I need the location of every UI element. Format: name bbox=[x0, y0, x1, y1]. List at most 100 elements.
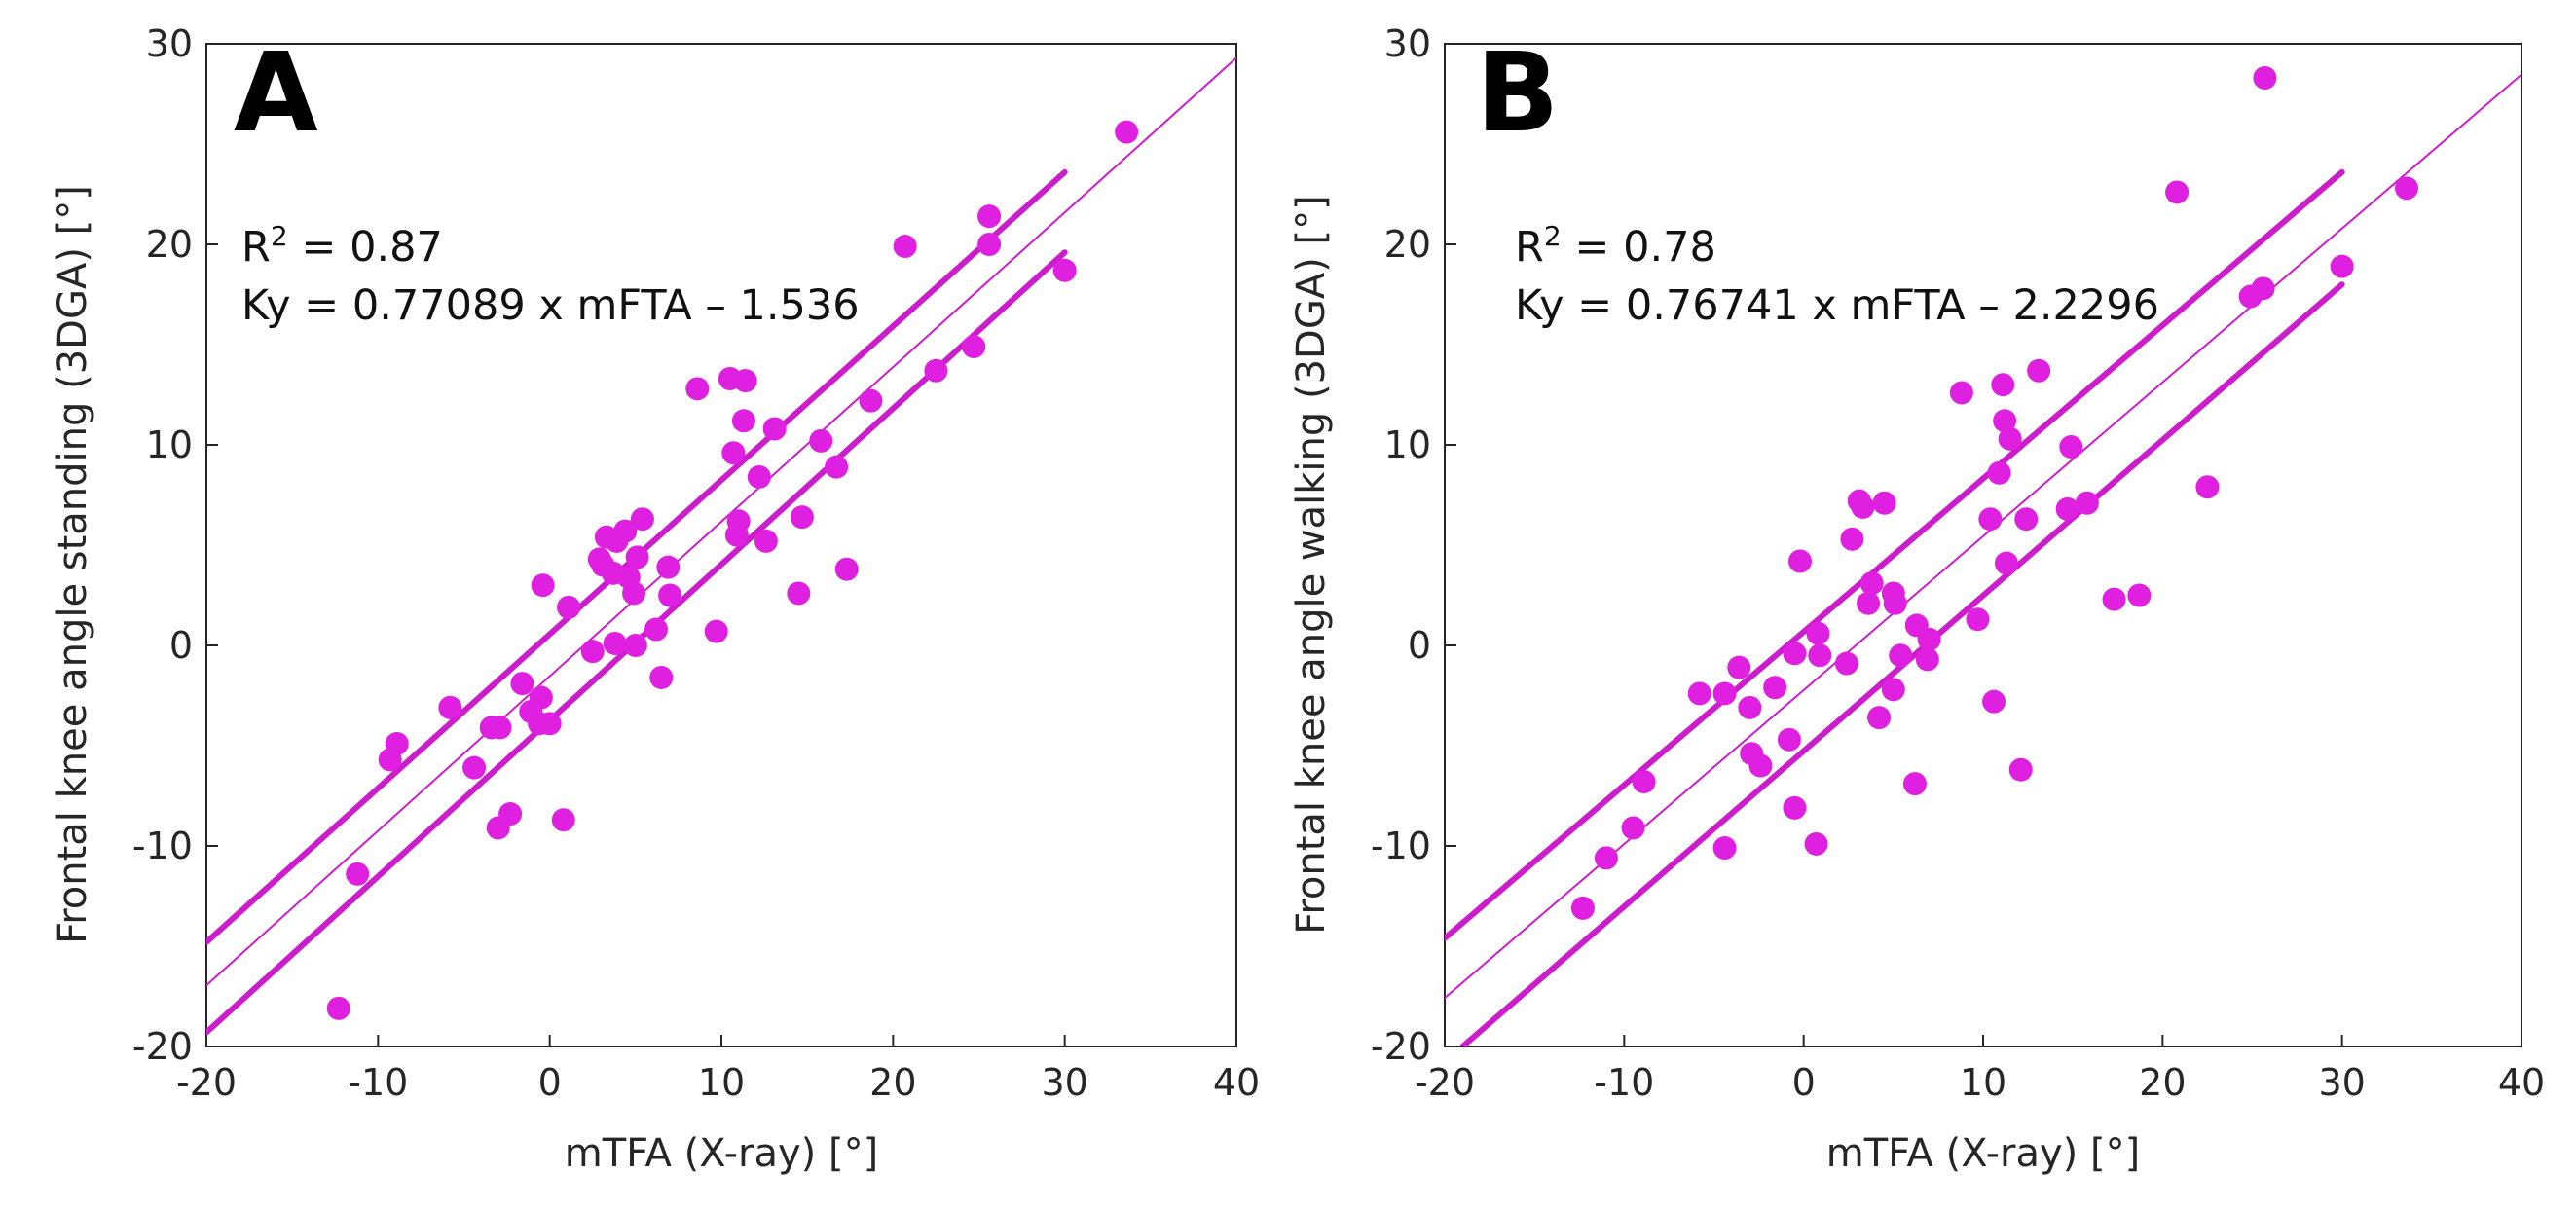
data-point bbox=[1978, 507, 2003, 532]
data-point bbox=[537, 712, 562, 736]
ticks-a: -20 -10 0 10 20 30 40 -20 -10 0 10 20 30 bbox=[132, 22, 1260, 1104]
data-point bbox=[625, 545, 649, 569]
data-point bbox=[462, 755, 487, 780]
data-point bbox=[2395, 176, 2419, 201]
data-point bbox=[1857, 591, 1881, 615]
r2-label-b: R bbox=[1515, 223, 1544, 272]
data-point bbox=[326, 996, 350, 1020]
data-point bbox=[1115, 120, 1139, 144]
panel-label-b: B bbox=[1476, 30, 1559, 157]
data-point bbox=[2165, 180, 2190, 204]
y-tick-label: 0 bbox=[169, 624, 193, 667]
data-point bbox=[1883, 591, 1907, 615]
plot-frame-a bbox=[205, 43, 1237, 1047]
data-point bbox=[488, 716, 512, 740]
r-squared-annotation-a: R2 = 0.87 bbox=[241, 220, 443, 273]
confidence-band-upper bbox=[1445, 168, 2345, 941]
y-tick-label: -20 bbox=[1371, 1025, 1431, 1068]
data-point bbox=[2027, 358, 2051, 383]
data-point bbox=[1994, 551, 2018, 575]
data-point bbox=[747, 464, 771, 489]
data-point bbox=[2253, 66, 2277, 91]
data-point bbox=[1632, 770, 1656, 794]
data-point bbox=[1727, 655, 1751, 679]
r2-value-a: = 0.87 bbox=[288, 223, 443, 272]
y-axis-label-b: Frontal knee angle walking (3DGA) [°] bbox=[1289, 195, 1334, 934]
data-point bbox=[1712, 681, 1737, 706]
data-point bbox=[790, 505, 814, 530]
data-point bbox=[1804, 831, 1828, 856]
data-point bbox=[2102, 587, 2126, 611]
y-tick-label: -10 bbox=[132, 825, 193, 867]
data-point bbox=[1570, 896, 1595, 920]
data-point bbox=[977, 204, 1002, 229]
x-tick-label: 10 bbox=[698, 1061, 745, 1104]
data-point bbox=[825, 455, 849, 479]
x-tick-label: 30 bbox=[2318, 1061, 2365, 1104]
x-tick-label: 20 bbox=[2139, 1061, 2186, 1104]
fit-lines-b bbox=[1445, 73, 2521, 1046]
data-point bbox=[1867, 706, 1892, 730]
x-tick-label: -10 bbox=[348, 1061, 408, 1104]
data-point bbox=[1949, 381, 1973, 405]
x-tick-label: -20 bbox=[1415, 1061, 1475, 1104]
panel-b: B mTFA (X-ray) [°] Frontal knee angle wa… bbox=[1289, 22, 2545, 1176]
data-point bbox=[924, 358, 948, 383]
data-point bbox=[1787, 549, 1812, 573]
data-point bbox=[1840, 527, 1864, 551]
regression-equation-b: Ky = 0.76741 x mFTA – 2.2296 bbox=[1515, 281, 2159, 330]
x-tick-label: 20 bbox=[869, 1061, 916, 1104]
data-point bbox=[1594, 846, 1618, 870]
x-axis-label-a: mTFA (X-ray) [°] bbox=[565, 1131, 878, 1176]
y-tick-label: 30 bbox=[146, 22, 193, 65]
panel-label-a: A bbox=[234, 30, 318, 157]
r2-value-b: = 0.78 bbox=[1562, 223, 1716, 272]
data-point bbox=[551, 808, 575, 832]
y-tick-label: -20 bbox=[132, 1025, 193, 1068]
data-point bbox=[1738, 695, 1762, 719]
data-point bbox=[1712, 836, 1737, 861]
data-point bbox=[630, 507, 654, 532]
data-point bbox=[644, 617, 668, 642]
x-tick-label: 40 bbox=[2498, 1061, 2545, 1104]
data-point bbox=[726, 509, 751, 533]
data-point bbox=[1998, 426, 2022, 451]
data-point bbox=[658, 583, 682, 607]
data-point bbox=[1777, 727, 1801, 752]
data-point bbox=[1991, 373, 2015, 397]
data-point bbox=[2127, 583, 2152, 607]
data-point bbox=[2059, 435, 2083, 459]
x-tick-label: -20 bbox=[176, 1061, 237, 1104]
data-point bbox=[1881, 678, 1905, 702]
data-point bbox=[721, 441, 746, 465]
y-tick-label: 20 bbox=[1384, 223, 1431, 266]
data-point bbox=[2330, 254, 2354, 278]
data-point bbox=[1806, 621, 1830, 645]
panel-a: A mTFA (X-ray) [°] Frontal knee angle st… bbox=[51, 22, 1260, 1176]
data-point bbox=[2195, 475, 2220, 499]
data-point bbox=[1851, 495, 1875, 519]
data-points-a bbox=[326, 120, 1139, 1020]
regression-equation-a: Ky = 0.77089 x mFTA – 1.536 bbox=[241, 281, 860, 330]
x-tick-label: 0 bbox=[1792, 1061, 1816, 1104]
data-point bbox=[1808, 643, 1832, 668]
data-point bbox=[809, 428, 833, 453]
data-point bbox=[1872, 491, 1896, 515]
data-point bbox=[498, 802, 523, 826]
data-point bbox=[1783, 642, 1807, 666]
data-point bbox=[649, 665, 674, 689]
regression-line bbox=[1445, 73, 2521, 999]
data-point bbox=[1902, 772, 1927, 796]
data-point bbox=[1966, 607, 1990, 632]
r2-superscript-a: 2 bbox=[271, 220, 288, 252]
data-point bbox=[510, 672, 534, 696]
y-axis-label-a: Frontal knee angle standing (3DGA) [°] bbox=[51, 185, 95, 944]
x-tick-label: 10 bbox=[1960, 1061, 2006, 1104]
data-point bbox=[2075, 491, 2099, 515]
data-point bbox=[623, 634, 647, 657]
data-point bbox=[1621, 816, 1645, 840]
data-point bbox=[603, 631, 627, 655]
x-tick-label: 40 bbox=[1213, 1061, 1260, 1104]
regression-line bbox=[206, 56, 1236, 986]
